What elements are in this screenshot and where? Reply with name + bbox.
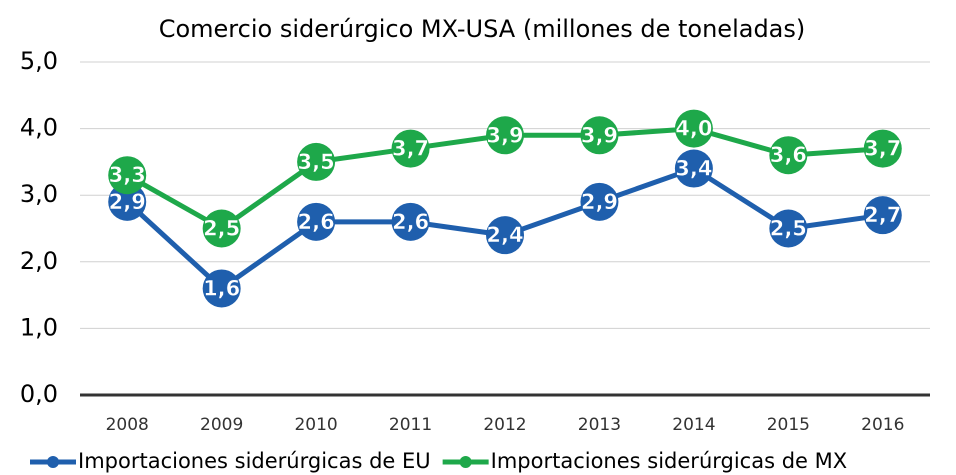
data-label: 4,0 <box>675 117 712 141</box>
marker <box>580 116 619 155</box>
x-tick-label: 2008 <box>106 415 149 435</box>
data-label: 3,9 <box>486 123 523 147</box>
x-tick-label: 2014 <box>672 415 715 435</box>
x-tick-label: 2016 <box>861 415 904 435</box>
y-tick-label: 0,0 <box>20 380 58 408</box>
data-label: 2,7 <box>864 203 901 227</box>
marker <box>486 216 524 255</box>
marker <box>202 269 241 308</box>
y-tick-label: 3,0 <box>20 180 58 208</box>
y-tick-label: 1,0 <box>20 313 58 341</box>
marker <box>580 182 619 221</box>
legend-label: Importaciones siderúrgicas de EU <box>78 449 431 473</box>
marker <box>202 209 241 248</box>
data-label: 2,9 <box>581 190 618 214</box>
legend-label: Importaciones siderúrgicas de MX <box>491 449 848 473</box>
marker <box>674 109 713 148</box>
y-tick-label: 4,0 <box>20 114 58 142</box>
x-tick-label: 2013 <box>578 415 621 435</box>
data-label: 3,7 <box>864 137 901 161</box>
marker <box>863 129 902 168</box>
data-label: 2,6 <box>392 210 429 234</box>
x-tick-label: 2015 <box>767 415 810 435</box>
chart-title: Comercio siderúrgico MX-USA (millones de… <box>159 15 806 43</box>
marker <box>297 142 336 181</box>
data-label: 3,9 <box>581 123 618 147</box>
x-tick-label: 2011 <box>389 415 432 435</box>
x-tick-label: 2009 <box>200 415 243 435</box>
x-tick-label: 2010 <box>294 415 337 435</box>
marker <box>391 202 430 241</box>
x-tick-label: 2012 <box>483 415 526 435</box>
data-label: 3,7 <box>392 137 429 161</box>
marker <box>108 182 147 221</box>
data-label: 2,4 <box>486 223 523 247</box>
data-label: 3,4 <box>675 157 712 181</box>
marker <box>486 116 524 155</box>
data-label: 3,3 <box>109 163 146 187</box>
marker <box>297 202 336 241</box>
legend-marker <box>459 456 472 468</box>
data-label: 1,6 <box>203 276 240 300</box>
data-label: 2,5 <box>203 217 240 241</box>
y-tick-label: 2,0 <box>20 247 58 275</box>
marker <box>863 196 902 235</box>
marker <box>769 209 808 248</box>
marker <box>391 129 430 168</box>
y-tick-label: 5,0 <box>20 47 58 75</box>
data-label: 3,6 <box>770 143 807 167</box>
legend-marker <box>47 456 59 468</box>
marker <box>674 149 713 188</box>
marker <box>108 156 147 195</box>
marker <box>769 136 808 175</box>
data-label: 2,5 <box>770 217 807 241</box>
data-label: 2,6 <box>298 210 335 234</box>
data-label: 3,5 <box>298 150 335 174</box>
